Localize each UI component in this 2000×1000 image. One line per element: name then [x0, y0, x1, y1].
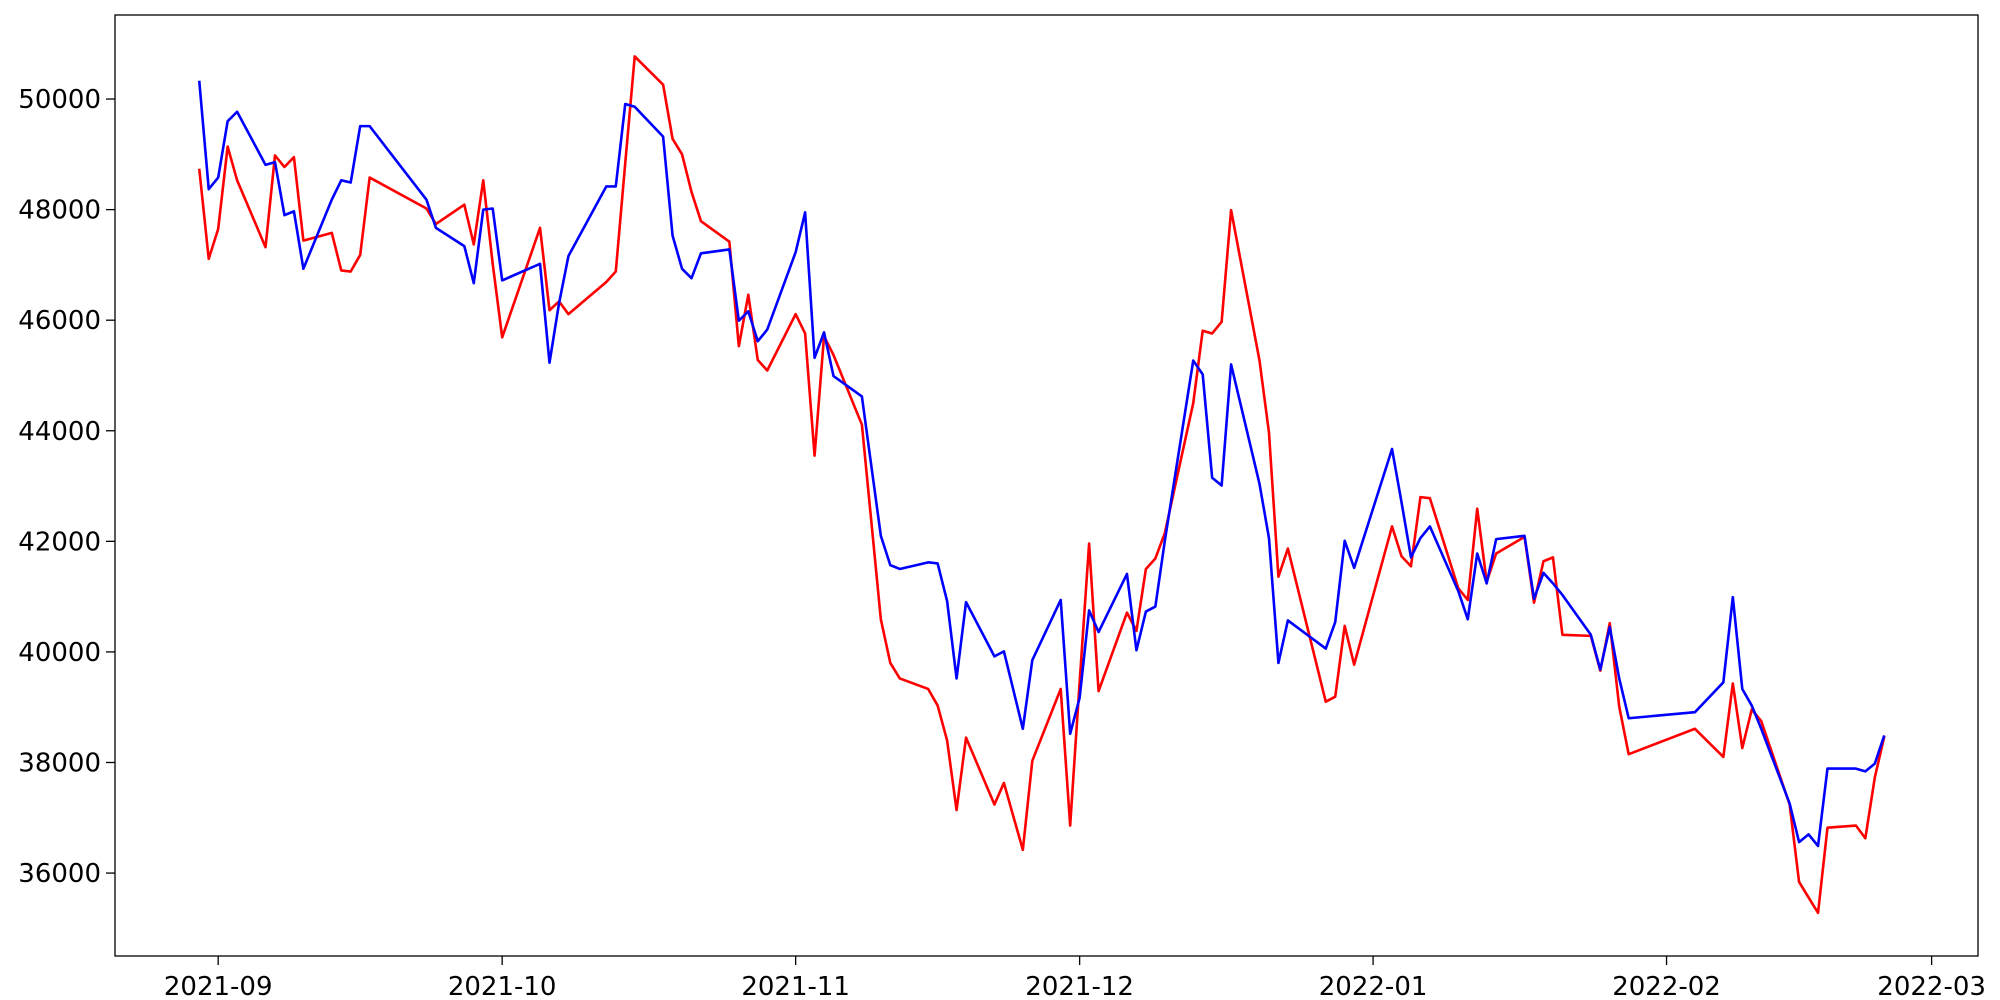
y-tick-label: 40000	[18, 638, 101, 668]
y-tick-label: 48000	[18, 196, 101, 226]
y-tick-label: 42000	[18, 527, 101, 557]
y-tick-label: 38000	[18, 748, 101, 778]
series-line	[197, 55, 1886, 915]
x-tick-label: 2021-11	[741, 972, 850, 1000]
series-line	[197, 80, 1886, 848]
y-tick-label: 36000	[18, 859, 101, 889]
y-tick-label: 50000	[18, 85, 101, 115]
x-tick-label: 2021-12	[1025, 972, 1134, 1000]
y-tick-label: 46000	[18, 306, 101, 336]
x-tick-label: 2021-10	[448, 972, 557, 1000]
x-tick-label: 2022-03	[1877, 972, 1986, 1000]
y-tick-label: 44000	[18, 417, 101, 447]
x-tick-label: 2022-02	[1612, 972, 1721, 1000]
x-tick-label: 2021-09	[164, 972, 273, 1000]
plot-frame	[114, 14, 1979, 957]
x-tick-label: 2022-01	[1319, 972, 1428, 1000]
